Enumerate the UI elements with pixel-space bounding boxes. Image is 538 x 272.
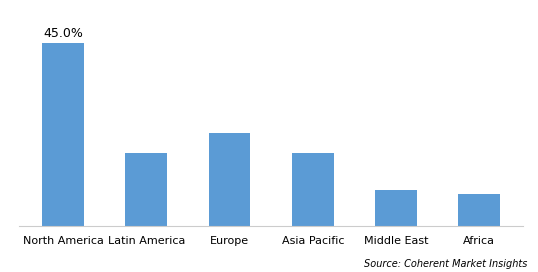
Bar xyxy=(125,153,167,226)
Text: 45.0%: 45.0% xyxy=(43,27,83,40)
Bar xyxy=(209,133,250,226)
Bar xyxy=(42,44,84,226)
Bar xyxy=(375,190,417,226)
Bar xyxy=(292,153,334,226)
Bar xyxy=(458,194,500,226)
Text: Source: Coherent Market Insights: Source: Coherent Market Insights xyxy=(364,259,527,269)
